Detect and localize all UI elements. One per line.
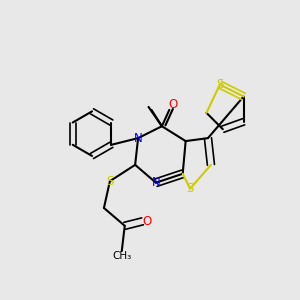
Text: CH₃: CH₃ — [112, 251, 131, 261]
Text: S: S — [186, 182, 194, 195]
Text: N: N — [134, 132, 142, 145]
Text: S: S — [216, 78, 224, 91]
Text: O: O — [142, 215, 152, 228]
Text: N: N — [152, 176, 160, 189]
Text: O: O — [168, 98, 178, 111]
Text: S: S — [106, 175, 114, 188]
